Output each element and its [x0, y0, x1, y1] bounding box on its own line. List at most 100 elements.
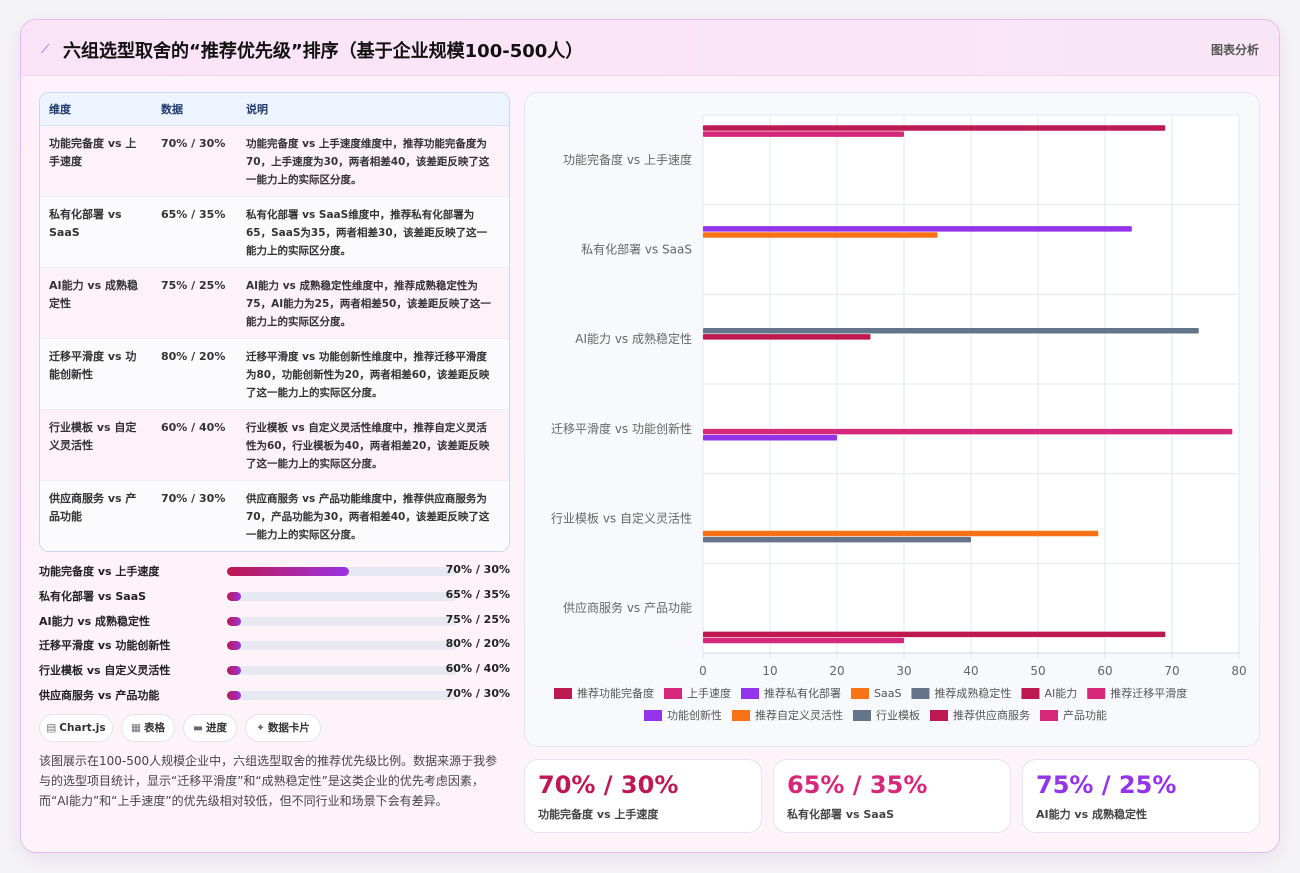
- progress-value: 75% / 25%: [445, 612, 510, 626]
- progress-fill: [227, 641, 241, 651]
- y-tick-label: 功能完备度 vs 上手速度: [563, 152, 692, 167]
- kpi-value: 75% / 25%: [1036, 771, 1177, 799]
- chart-panel: 0 10 20 30 40 50 60 70 80 功能完备度 vs 上手速度 私有化部署 vs S…: [524, 92, 1260, 747]
- legend-label[interactable]: 功能创新性: [667, 708, 722, 722]
- line-chart-icon: ⟋: [41, 42, 50, 56]
- bar-5[interactable]: [703, 334, 871, 340]
- legend-label[interactable]: 产品功能: [1063, 708, 1107, 722]
- legend-swatch: [852, 710, 871, 721]
- bar-6[interactable]: [703, 428, 1233, 435]
- bar-7[interactable]: [703, 434, 837, 441]
- legend-label[interactable]: 上手速度: [687, 686, 731, 700]
- bar-8[interactable]: [703, 530, 1099, 537]
- tag-data-card[interactable]: ✦ 数据卡片: [245, 714, 321, 742]
- progress-label: 行业模板 vs 自定义灵活性: [39, 664, 171, 678]
- table-icon: ▦: [131, 722, 141, 734]
- cell-dimension: 功能完备度 vs 上手速度: [40, 125, 152, 197]
- bar-9[interactable]: [703, 536, 971, 543]
- bar-10[interactable]: [703, 631, 1166, 638]
- bar-3[interactable]: [703, 232, 938, 238]
- chart-analysis-link[interactable]: 图表分析: [1210, 43, 1259, 57]
- progress-track: [227, 641, 457, 651]
- cell-dimension: AI能力 vs 成熟稳定性: [40, 267, 152, 339]
- progress-row: 行业模板 vs 自定义灵活性 60% / 40%: [39, 662, 510, 680]
- bar-1[interactable]: [703, 131, 904, 137]
- legend-label[interactable]: 推荐供应商服务: [953, 708, 1030, 722]
- x-tick-label: 30: [896, 664, 911, 678]
- legend-label[interactable]: 推荐迁移平滑度: [1110, 686, 1187, 700]
- legend-label[interactable]: 推荐自定义灵活性: [755, 708, 843, 722]
- legend-label[interactable]: SaaS: [874, 687, 901, 700]
- cell-data: 75% / 25%: [152, 267, 237, 339]
- progress-icon: ▬: [193, 722, 203, 734]
- table-row: 行业模板 vs 自定义灵活性 60% / 40% 行业模板 vs 自定义灵活性维…: [40, 409, 509, 481]
- legend-label[interactable]: 推荐私有化部署: [764, 686, 841, 700]
- table-row: 供应商服务 vs 产品功能 70% / 30% 供应商服务 vs 产品功能维度中…: [40, 480, 509, 551]
- progress-track: [227, 616, 457, 626]
- x-tick-label: 40: [963, 664, 978, 678]
- x-tick-label: 50: [1030, 664, 1045, 678]
- progress-track: [227, 567, 457, 576]
- kpi-value: 70% / 30%: [538, 771, 679, 799]
- legend-swatch: [1021, 688, 1040, 699]
- legend-label[interactable]: 推荐成熟稳定性: [934, 686, 1011, 700]
- data-table: 维度 数据 说明 功能完备度 vs 上手速度 70% / 30% 功能完备度 v…: [39, 92, 510, 552]
- kpi-label: AI能力 vs 成熟稳定性: [1036, 808, 1147, 821]
- bar-4[interactable]: [703, 327, 1199, 334]
- progress-fill: [227, 691, 241, 700]
- legend-label[interactable]: AI能力: [1044, 686, 1077, 700]
- column-header-data: 数据: [152, 93, 237, 126]
- cell-description: 功能完备度 vs 上手速度维度中，推荐功能完备度为70，上手速度为30，两者相差…: [237, 125, 509, 197]
- cell-data: 80% / 20%: [152, 338, 237, 410]
- progress-fill: [227, 591, 241, 601]
- cell-description: 供应商服务 vs 产品功能维度中，推荐供应商服务为70，产品功能为30，两者相差…: [237, 480, 509, 551]
- x-tick-label: 0: [699, 664, 707, 678]
- tag-chartjs[interactable]: ▤ Chart.js: [39, 714, 113, 742]
- x-tick-label: 20: [829, 664, 844, 678]
- bar-11[interactable]: [703, 637, 904, 644]
- progress-row: 私有化部署 vs SaaS 65% / 35%: [39, 588, 510, 606]
- cell-dimension: 行业模板 vs 自定义灵活性: [40, 409, 152, 481]
- sparkle-icon: ✦: [256, 722, 265, 734]
- progress-label: 供应商服务 vs 产品功能: [39, 689, 160, 702]
- tag-progress[interactable]: ▬ 进度: [183, 714, 237, 742]
- legend-swatch: [911, 688, 930, 699]
- kpi-value: 65% / 35%: [787, 771, 928, 799]
- legend-swatch: [740, 688, 759, 699]
- cell-dimension: 私有化部署 vs SaaS: [40, 196, 152, 268]
- legend-swatch: [731, 710, 750, 721]
- legend-label[interactable]: 推荐功能完备度: [577, 686, 654, 700]
- progress-row: AI能力 vs 成熟稳定性 75% / 25%: [39, 613, 510, 631]
- tag-table[interactable]: ▦ 表格: [121, 714, 175, 742]
- progress-label: AI能力 vs 成熟稳定性: [39, 614, 150, 628]
- progress-value: 60% / 40%: [445, 662, 510, 676]
- cell-data: 65% / 35%: [152, 196, 237, 268]
- bar-2[interactable]: [703, 226, 1132, 232]
- cell-data: 70% / 30%: [152, 125, 237, 197]
- kpi-card-2: 65% / 35% 私有化部署 vs SaaS: [773, 759, 1011, 833]
- cell-dimension: 迁移平滑度 vs 功能创新性: [40, 338, 152, 410]
- cell-description: 私有化部署 vs SaaS维度中，推荐私有化部署为65，SaaS为35，两者相差…: [237, 196, 509, 268]
- cell-description: 行业模板 vs 自定义灵活性维度中，推荐自定义灵活性为60，行业模板为40，两者…: [237, 409, 509, 481]
- cell-description: AI能力 vs 成熟稳定性维度中，推荐成熟稳定性为75，AI能力为25，两者相差…: [237, 267, 509, 339]
- cell-data: 60% / 40%: [152, 409, 237, 481]
- legend-label[interactable]: 行业模板: [876, 708, 920, 722]
- legend-swatch: [1087, 688, 1106, 699]
- x-tick-label: 10: [762, 664, 777, 678]
- progress-track: [227, 691, 457, 700]
- cell-description: 迁移平滑度 vs 功能创新性维度中，推荐迁移平滑度为80，功能创新性为20，两者…: [237, 338, 509, 410]
- progress-fill: [227, 616, 241, 626]
- legend-swatch: [1039, 710, 1058, 721]
- y-tick-label: AI能力 vs 成熟稳定性: [575, 331, 692, 346]
- table-row: AI能力 vs 成熟稳定性 75% / 25% AI能力 vs 成熟稳定性维度中…: [40, 267, 509, 339]
- y-tick-label: 供应商服务 vs 产品功能: [563, 600, 692, 615]
- progress-track: [227, 666, 457, 676]
- progress-row: 供应商服务 vs 产品功能 70% / 30%: [39, 687, 510, 705]
- progress-value: 70% / 30%: [445, 687, 510, 700]
- legend-swatch: [554, 688, 572, 699]
- bar-0[interactable]: [703, 125, 1166, 131]
- y-tick-label: 迁移平滑度 vs 功能创新性: [551, 421, 692, 436]
- kpi-card-1: 70% / 30% 功能完备度 vs 上手速度: [524, 759, 762, 833]
- progress-track: [227, 591, 457, 601]
